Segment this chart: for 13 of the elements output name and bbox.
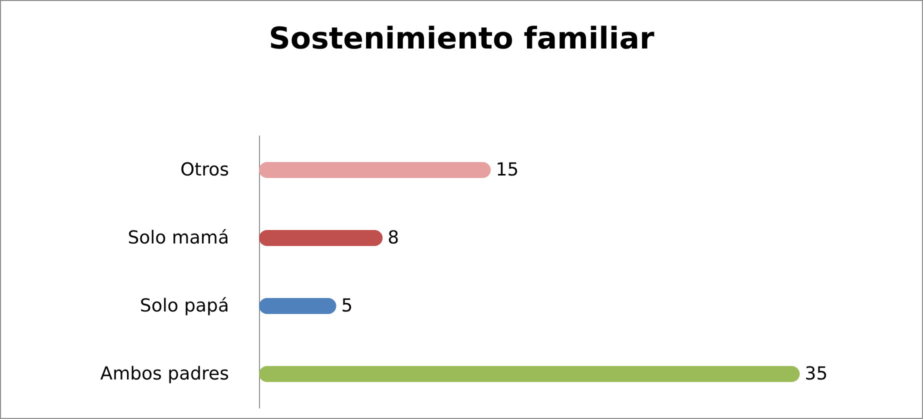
y-tick-label: Otros [180,160,229,180]
data-label: 15 [496,160,519,180]
y-tick-label: Ambos padres [100,364,229,384]
y-tick-label: Solo papá [140,296,229,316]
data-label: 35 [804,364,828,384]
bar [259,366,800,382]
y-tick-label: Solo mamá [128,228,229,248]
bar [259,298,336,314]
chart-title: Sostenimiento familiar [268,22,654,56]
data-label: 5 [341,296,353,316]
data-label: 8 [388,228,400,248]
bar [259,162,491,178]
bar [259,230,383,246]
